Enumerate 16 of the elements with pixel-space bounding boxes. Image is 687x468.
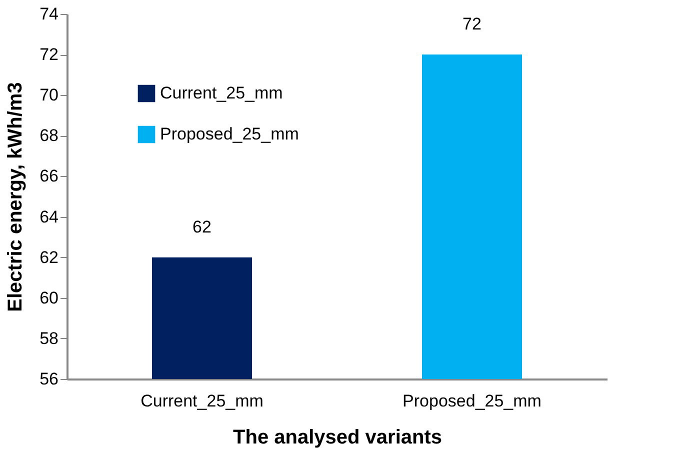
data-label: 72 <box>462 14 482 34</box>
y-tick-label: 62 <box>40 248 58 267</box>
legend-label: Current_25_mm <box>160 84 283 102</box>
y-tick-label: 66 <box>40 166 58 186</box>
y-tick-label: 56 <box>40 370 58 388</box>
y-axis-title: Electric energy, kWh/m3 <box>4 82 27 312</box>
y-tick-label: 70 <box>40 86 58 105</box>
data-label: 62 <box>192 217 212 236</box>
y-tick-label: 72 <box>40 45 58 64</box>
y-tick-label: 68 <box>40 126 58 146</box>
y-tick-label: 60 <box>40 288 58 308</box>
legend-label: Proposed_25_mm <box>160 124 299 144</box>
y-tick-label: 64 <box>40 207 58 226</box>
y-tick-label: 74 <box>40 4 58 24</box>
y-tick-label: 58 <box>40 328 58 348</box>
x-axis-title: The analysed variants <box>233 426 442 448</box>
